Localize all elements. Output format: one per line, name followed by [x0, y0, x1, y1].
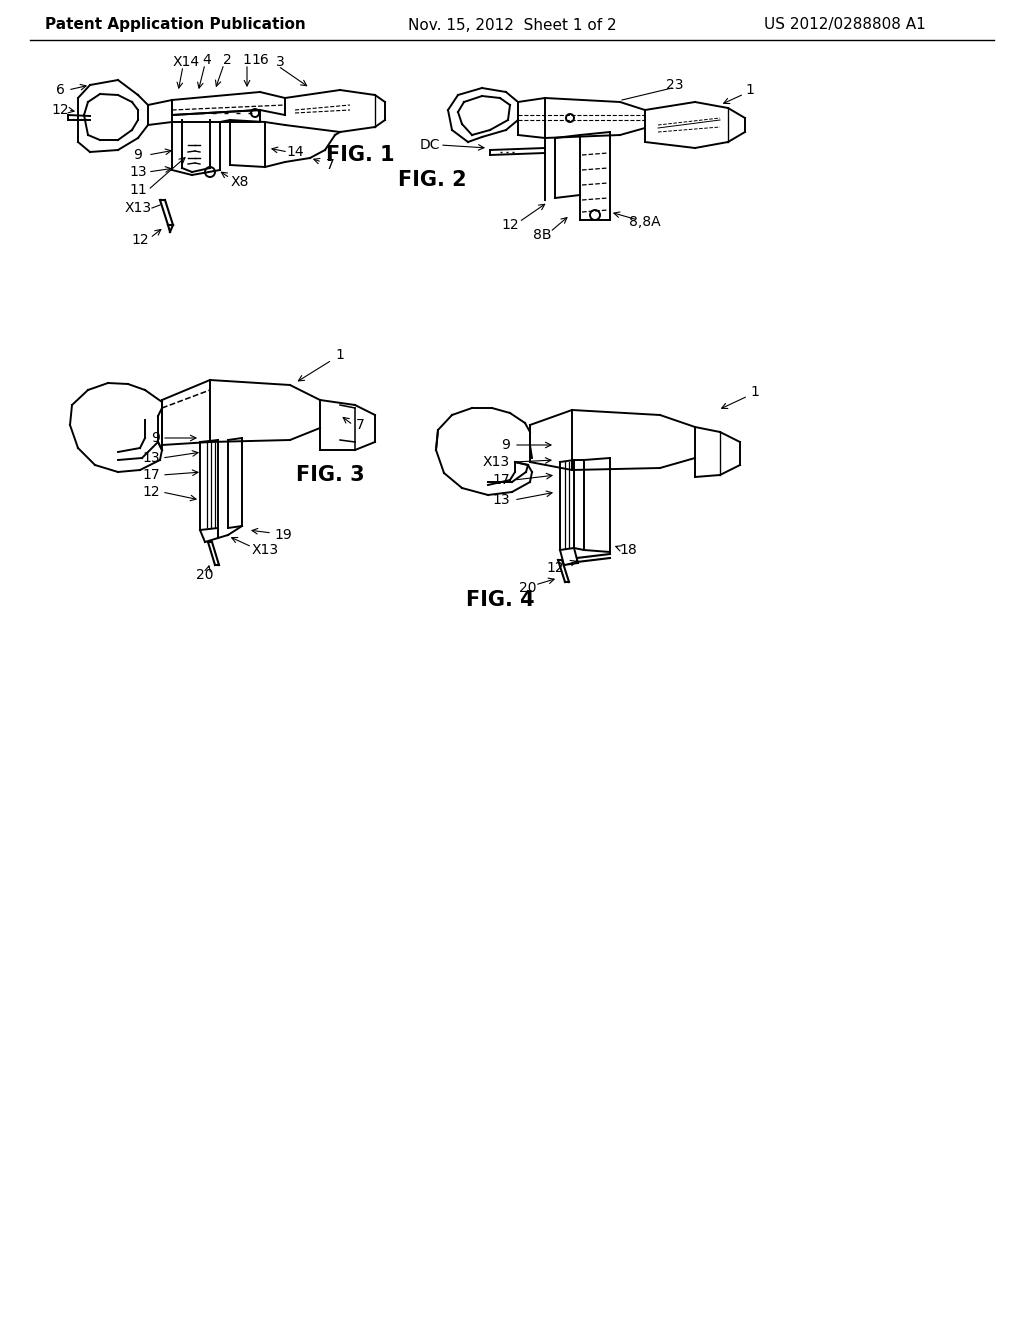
Text: FIG. 1: FIG. 1: [326, 145, 394, 165]
Text: Nov. 15, 2012  Sheet 1 of 2: Nov. 15, 2012 Sheet 1 of 2: [408, 17, 616, 33]
Text: 3: 3: [275, 55, 285, 69]
Text: FIG. 3: FIG. 3: [296, 465, 365, 484]
Text: 23: 23: [667, 78, 684, 92]
Text: 8,8A: 8,8A: [629, 215, 660, 228]
Text: 12: 12: [142, 484, 160, 499]
Text: 1: 1: [745, 83, 755, 96]
Text: 20: 20: [519, 581, 537, 595]
Text: 11: 11: [129, 183, 146, 197]
Text: X13: X13: [125, 201, 152, 215]
Text: 16: 16: [251, 53, 269, 67]
Text: X13: X13: [252, 543, 279, 557]
Text: 17: 17: [142, 469, 160, 482]
Text: 12: 12: [131, 234, 148, 247]
Text: 1: 1: [751, 385, 760, 399]
Text: 12: 12: [51, 103, 69, 117]
Text: 6: 6: [55, 83, 65, 96]
Text: 19: 19: [274, 528, 292, 543]
Text: 12: 12: [501, 218, 519, 232]
Text: US 2012/0288808 A1: US 2012/0288808 A1: [764, 17, 926, 33]
Text: 20: 20: [197, 568, 214, 582]
Text: 1: 1: [243, 53, 252, 67]
Text: 4: 4: [203, 53, 211, 67]
Text: 13: 13: [142, 451, 160, 465]
Text: 18: 18: [620, 543, 637, 557]
Text: 1: 1: [336, 348, 344, 362]
Text: 17: 17: [493, 473, 510, 487]
Text: 9: 9: [152, 432, 160, 445]
Text: X8: X8: [230, 176, 249, 189]
Text: FIG. 4: FIG. 4: [466, 590, 535, 610]
Text: DC: DC: [420, 139, 440, 152]
Text: X14: X14: [172, 55, 200, 69]
Text: 9: 9: [501, 438, 510, 451]
Text: 13: 13: [493, 492, 510, 507]
Text: X13: X13: [483, 455, 510, 469]
Text: 7: 7: [326, 158, 335, 172]
Text: 8B: 8B: [532, 228, 551, 242]
Text: 13: 13: [129, 165, 146, 180]
Text: 7: 7: [355, 418, 365, 432]
Text: 9: 9: [133, 148, 142, 162]
Text: 12: 12: [546, 561, 564, 576]
Text: 14: 14: [286, 145, 304, 158]
Text: Patent Application Publication: Patent Application Publication: [45, 17, 305, 33]
Text: FIG. 2: FIG. 2: [397, 170, 466, 190]
Text: 2: 2: [222, 53, 231, 67]
